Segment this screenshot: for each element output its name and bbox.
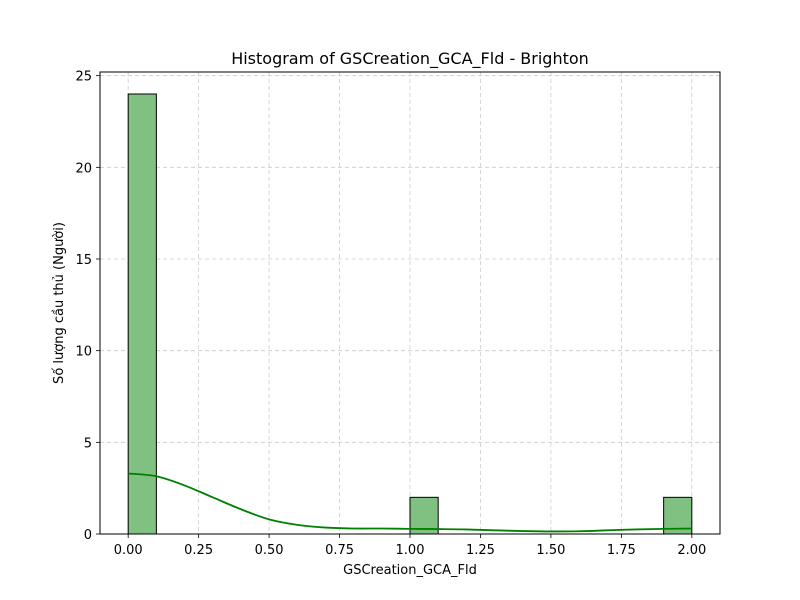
x-tick-label: 1.00 xyxy=(396,543,425,558)
y-axis-ticks: 0 5 10 15 20 25 xyxy=(75,70,100,543)
histogram-bar xyxy=(409,496,439,535)
grid-layer xyxy=(100,72,720,535)
x-tick-label: 0.50 xyxy=(255,543,284,558)
x-tick-label: 0.25 xyxy=(184,543,213,558)
x-tick-label: 1.75 xyxy=(607,543,636,558)
chart-title: Histogram of GSCreation_GCA_Fld - Bright… xyxy=(231,49,589,69)
x-tick-label: 0.00 xyxy=(114,543,143,558)
kde-layer xyxy=(128,472,692,533)
x-tick-label: 1.25 xyxy=(466,543,495,558)
bars-layer xyxy=(127,93,693,535)
x-axis-title: GSCreation_GCA_Fld xyxy=(343,563,477,578)
kde-curve xyxy=(128,472,692,533)
x-tick-label: 1.50 xyxy=(536,543,565,558)
y-tick-label: 25 xyxy=(75,70,92,85)
y-tick-label: 0 xyxy=(84,528,92,543)
x-tick-label: 0.75 xyxy=(325,543,354,558)
x-tick-label: 2.00 xyxy=(677,543,706,558)
y-axis-title: Số lượng cầu thủ (Người) xyxy=(52,222,67,384)
y-tick-label: 20 xyxy=(75,161,92,176)
y-tick-label: 15 xyxy=(75,253,92,268)
histogram-bar xyxy=(127,93,157,535)
y-tick-label: 5 xyxy=(84,436,92,451)
x-axis-ticks: 0.00 0.25 0.50 0.75 1.00 1.25 1.50 1.75 2.00 xyxy=(114,534,706,558)
y-tick-label: 10 xyxy=(75,345,92,360)
